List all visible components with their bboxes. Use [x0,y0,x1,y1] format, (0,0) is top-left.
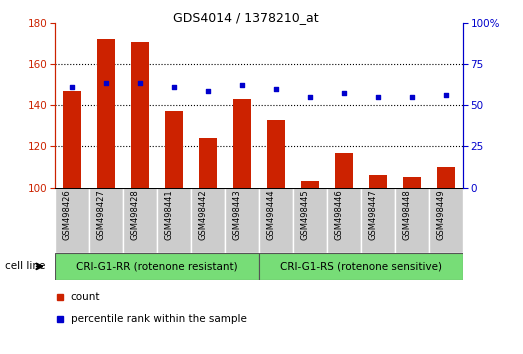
Bar [395,188,429,253]
Text: CRI-G1-RS (rotenone sensitive): CRI-G1-RS (rotenone sensitive) [280,261,442,272]
Bar [123,188,157,253]
Point [169,84,178,90]
Bar [259,253,463,280]
Point [339,90,348,96]
Text: GSM498426: GSM498426 [63,190,72,240]
Text: cell line: cell line [5,261,46,272]
Point [373,94,382,100]
Point [237,82,246,87]
Text: GSM498428: GSM498428 [131,190,140,240]
Bar [89,188,123,253]
Text: GSM498446: GSM498446 [335,190,344,240]
Bar [157,188,191,253]
Text: GSM498443: GSM498443 [233,190,242,240]
Point [407,94,416,100]
Bar [293,188,327,253]
Bar [301,182,319,188]
Point [441,92,450,98]
Point [67,84,76,90]
Bar [97,40,115,188]
Bar [55,253,259,280]
Text: GSM498448: GSM498448 [403,190,412,240]
Bar [233,99,251,188]
Bar [429,188,463,253]
Bar [361,188,395,253]
Bar [225,188,259,253]
Text: GSM498442: GSM498442 [199,190,208,240]
Text: count: count [71,292,100,302]
Text: GSM498427: GSM498427 [97,190,106,240]
Text: percentile rank within the sample: percentile rank within the sample [71,314,246,324]
Text: GSM498441: GSM498441 [165,190,174,240]
Text: GSM498445: GSM498445 [301,190,310,240]
Point [135,80,144,86]
Point [203,88,212,94]
Text: CRI-G1-RR (rotenone resistant): CRI-G1-RR (rotenone resistant) [76,261,238,272]
Bar [335,153,353,188]
Bar [165,112,183,188]
Text: GSM498449: GSM498449 [437,190,446,240]
Bar [191,188,225,253]
Bar [131,41,149,188]
Text: GSM498447: GSM498447 [369,190,378,240]
Bar [267,120,285,188]
Point [101,80,110,86]
Bar [327,188,361,253]
Bar [259,188,293,253]
Bar [63,91,81,188]
Point [305,94,314,100]
Bar [369,175,387,188]
Bar [199,138,217,188]
Text: GDS4014 / 1378210_at: GDS4014 / 1378210_at [173,11,319,24]
Bar [403,177,421,188]
Text: GSM498444: GSM498444 [267,190,276,240]
Bar [55,188,89,253]
Point [271,86,280,92]
Bar [437,167,455,188]
